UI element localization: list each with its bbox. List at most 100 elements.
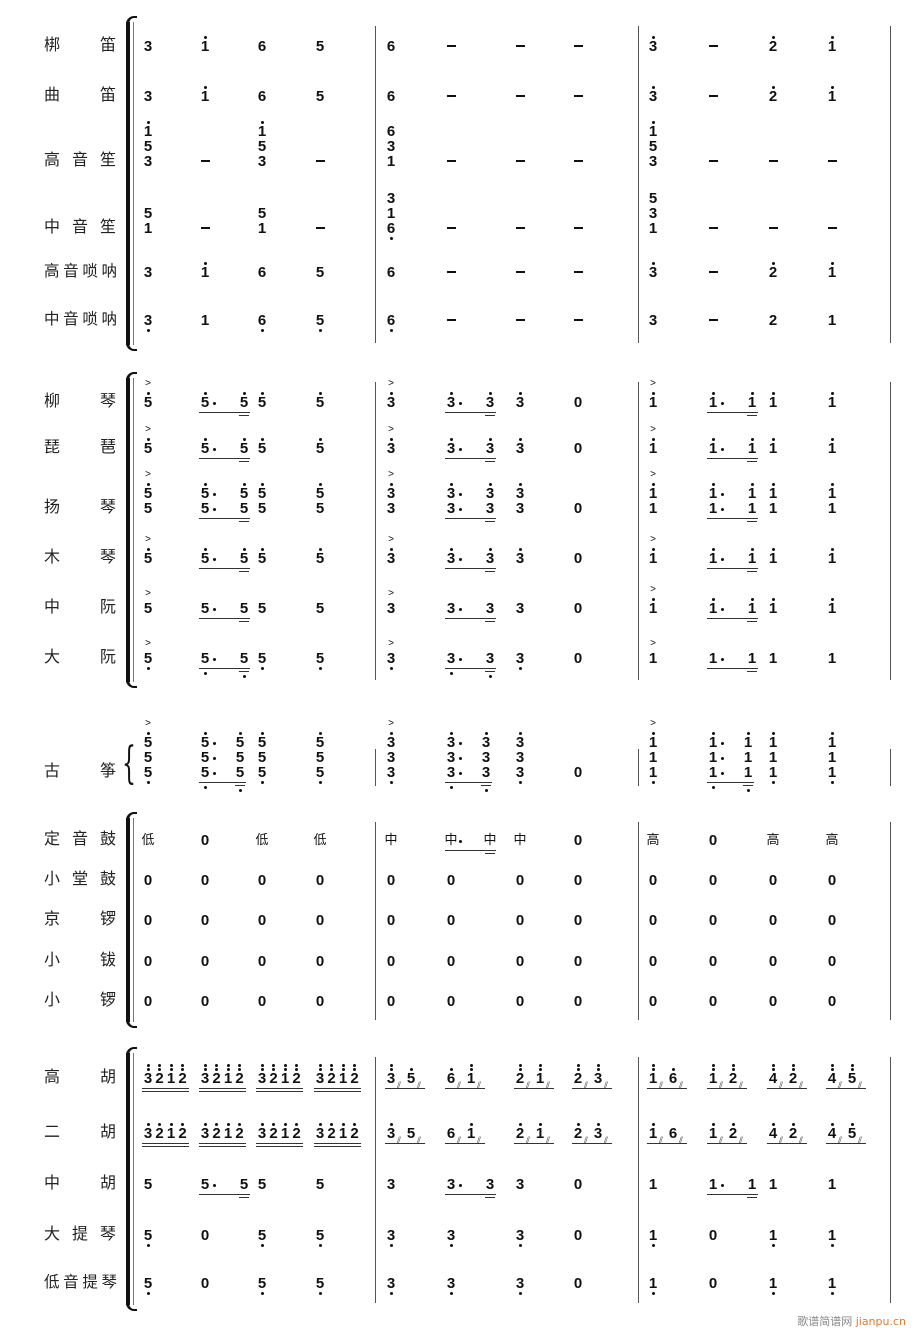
note: 3 — [485, 550, 495, 567]
note: 3 — [200, 1125, 210, 1142]
note: 0 — [257, 872, 267, 889]
high-octave-dot — [830, 548, 834, 551]
note: 0 — [573, 1176, 583, 1193]
augmentation-dot — [213, 493, 216, 496]
note: 1 — [708, 650, 718, 667]
note: 1 — [200, 312, 210, 329]
note: 0 — [708, 872, 718, 889]
beam-underline — [485, 521, 495, 522]
accent-mark: > — [388, 638, 394, 649]
high-octave-dot — [146, 483, 150, 486]
note: 5 — [239, 650, 249, 667]
high-octave-dot — [651, 483, 655, 486]
high-octave-dot — [651, 1123, 655, 1126]
high-octave-dot — [771, 483, 775, 486]
beam-underline — [239, 521, 249, 522]
high-octave-dot — [181, 1064, 184, 1067]
high-octave-dot — [449, 438, 453, 441]
augmentation-dot — [213, 508, 216, 511]
note: 5 — [143, 205, 153, 222]
note: 低 — [313, 833, 327, 848]
note: 3 — [446, 394, 456, 411]
note: 2 — [327, 1125, 336, 1142]
note: 5 — [315, 440, 325, 457]
sustain-dash — [516, 160, 525, 162]
barline — [890, 382, 891, 680]
accent-mark: > — [145, 638, 151, 649]
note: 4 — [768, 1125, 778, 1142]
note: 1 — [386, 205, 396, 222]
barline — [890, 1057, 891, 1303]
tremolo-mark: ⫽ — [679, 1135, 684, 1145]
augmentation-dot — [213, 558, 216, 561]
augmentation-dot — [213, 402, 216, 405]
note: 0 — [573, 1227, 583, 1244]
high-octave-dot — [671, 1068, 675, 1071]
note: 0 — [257, 953, 267, 970]
note: 1 — [708, 440, 718, 457]
high-octave-dot — [169, 1123, 173, 1126]
beam-underline — [485, 671, 495, 672]
note: 5 — [315, 485, 325, 502]
note: 5 — [406, 1125, 416, 1142]
note: 中 — [384, 833, 398, 848]
accent-mark: > — [650, 534, 656, 545]
note: 1 — [827, 394, 837, 411]
note: 1 — [466, 1125, 476, 1142]
tremolo-mark: ⫽ — [526, 1080, 531, 1090]
note: 5 — [143, 1176, 153, 1193]
note: 3 — [446, 734, 456, 751]
high-octave-dot — [830, 1123, 834, 1126]
high-octave-dot — [488, 392, 492, 395]
note: 0 — [315, 872, 325, 889]
note: 2 — [350, 1070, 359, 1087]
barline — [638, 382, 639, 680]
high-octave-dot — [651, 1064, 655, 1067]
high-octave-dot — [203, 262, 207, 265]
beam-underline — [385, 1143, 425, 1144]
note: 3 — [446, 749, 456, 766]
tremolo-mark: ⫽ — [604, 1135, 609, 1145]
note: 0 — [573, 953, 583, 970]
note: 3 — [386, 550, 396, 567]
low-octave-dot — [318, 1292, 322, 1295]
augmentation-dot — [459, 742, 462, 745]
beam-underline — [485, 853, 495, 854]
augmentation-dot — [459, 840, 462, 843]
high-octave-dot — [651, 548, 655, 551]
note: 1 — [768, 764, 778, 781]
brace-icon: { — [122, 738, 136, 789]
note: 5 — [315, 1176, 325, 1193]
augmentation-dot — [459, 1184, 462, 1187]
note: 1 — [768, 650, 778, 667]
sustain-dash — [316, 160, 325, 162]
note: 1 — [743, 764, 753, 781]
beam-underline — [199, 458, 250, 459]
note: 2 — [788, 1125, 798, 1142]
accent-mark: > — [388, 469, 394, 480]
note: 3 — [515, 550, 525, 567]
low-octave-dot — [203, 786, 207, 789]
note: 6 — [257, 38, 267, 55]
note: 3 — [200, 1070, 210, 1087]
note: 0 — [573, 600, 583, 617]
sustain-dash — [316, 227, 325, 229]
note: 0 — [573, 440, 583, 457]
note: 中 — [444, 833, 458, 848]
note: 1 — [768, 1176, 778, 1193]
note: 6 — [668, 1070, 678, 1087]
accent-mark: > — [388, 718, 394, 729]
high-octave-dot — [711, 438, 715, 441]
note: 5 — [143, 734, 153, 751]
low-octave-dot — [771, 1292, 775, 1295]
note: 3 — [485, 440, 495, 457]
sustain-dash — [516, 95, 525, 97]
instrument-label: 大阮 — [44, 647, 116, 666]
tremolo-mark: ⫽ — [417, 1080, 422, 1090]
high-octave-dot — [318, 1064, 322, 1067]
note: 5 — [257, 1275, 267, 1292]
note: 1 — [386, 153, 396, 170]
sustain-dash — [709, 160, 718, 162]
high-octave-dot — [238, 1068, 241, 1071]
beam-underline — [199, 1088, 246, 1089]
